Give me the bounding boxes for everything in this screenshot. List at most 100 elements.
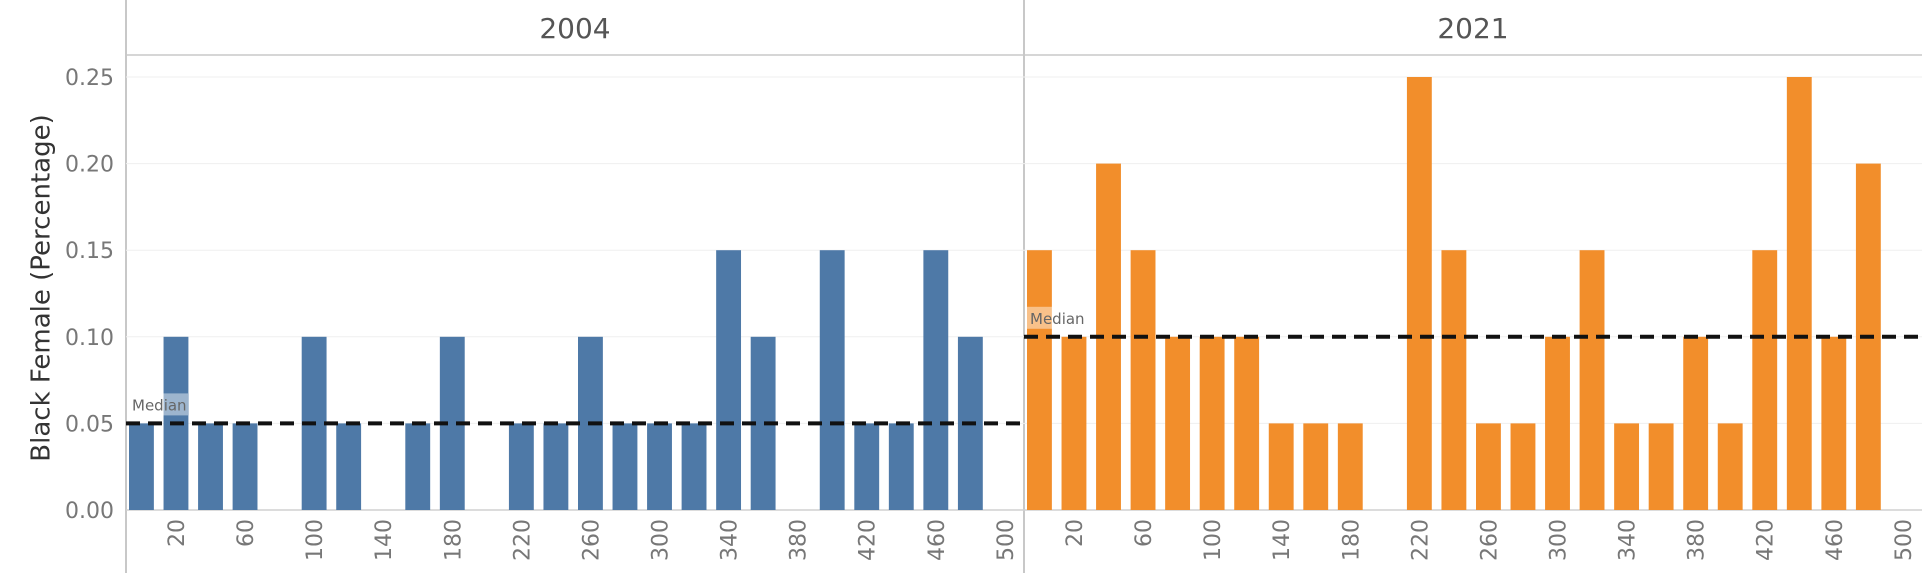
bar [1303, 423, 1329, 510]
bar [129, 423, 154, 510]
y-tick-label: 0.25 [65, 66, 114, 91]
bar [1683, 336, 1709, 510]
bar [1268, 423, 1294, 510]
bar [1476, 423, 1501, 510]
bar [1614, 423, 1640, 510]
bar [1510, 423, 1536, 510]
y-tick-label: 0.05 [65, 412, 114, 437]
bar [232, 423, 258, 510]
x-tick-label: 380 [787, 519, 812, 561]
x-tick-label: 260 [579, 519, 604, 561]
x-tick-group: 60 [234, 519, 259, 547]
x-tick-group: 340 [1616, 519, 1641, 561]
bar [647, 423, 672, 510]
x-tick-label: 220 [1408, 519, 1433, 561]
x-tick-group: 380 [787, 519, 812, 561]
bar [923, 250, 949, 510]
x-tick-group: 300 [649, 519, 674, 561]
x-tick-group: 460 [925, 519, 950, 561]
bar [336, 423, 362, 510]
x-tick-label: 260 [1477, 519, 1502, 561]
bar [854, 423, 880, 510]
x-tick-label: 300 [649, 519, 674, 561]
median-label-bg [1026, 306, 1086, 329]
x-tick-group: 20 [1063, 519, 1088, 547]
x-tick-label: 220 [510, 519, 535, 561]
x-tick-group: 500 [1892, 519, 1917, 561]
x-tick-label: 380 [1685, 519, 1710, 561]
x-tick-label: 180 [441, 519, 466, 561]
bar [1648, 423, 1674, 510]
x-tick-label: 340 [1616, 519, 1641, 561]
x-tick-group: 180 [1339, 519, 1364, 561]
x-tick-label: 20 [165, 519, 190, 547]
y-tick-label: 0.20 [65, 153, 114, 178]
bar [1061, 336, 1087, 510]
x-tick-label: 180 [1339, 519, 1364, 561]
panel-title: 2021 [1437, 12, 1508, 45]
x-tick-group: 420 [856, 519, 881, 561]
x-tick-label: 60 [234, 519, 259, 547]
x-tick-group: 100 [303, 519, 328, 561]
x-tick-label: 140 [1270, 519, 1295, 561]
x-tick-group: 140 [1270, 519, 1295, 561]
bar [1579, 250, 1605, 510]
bar [1786, 77, 1812, 510]
x-tick-group: 260 [1477, 519, 1502, 561]
bar [888, 423, 914, 510]
x-tick-group: 220 [510, 519, 535, 561]
x-tick-group: 100 [1201, 519, 1226, 561]
x-tick-label: 20 [1063, 519, 1088, 547]
bar [508, 423, 534, 510]
y-tick-label: 0.00 [65, 499, 114, 524]
bar [1199, 336, 1225, 510]
bar [1545, 336, 1570, 510]
bar [405, 423, 431, 510]
bar [1717, 423, 1743, 510]
y-axis-title: Black Female (Percentage) [27, 114, 57, 461]
x-tick-label: 460 [1823, 519, 1848, 561]
x-tick-group: 460 [1823, 519, 1848, 561]
median-label: Median [132, 396, 187, 414]
bar [1821, 336, 1847, 510]
x-tick-group: 340 [718, 519, 743, 561]
x-tick-group: 180 [441, 519, 466, 561]
x-tick-group: 60 [1132, 519, 1157, 547]
x-tick-label: 460 [925, 519, 950, 561]
median-label: Median [1030, 310, 1085, 328]
x-tick-group: 220 [1408, 519, 1433, 561]
x-tick-label: 500 [994, 519, 1019, 561]
bar [819, 250, 845, 510]
x-tick-label: 420 [856, 519, 881, 561]
x-tick-label: 500 [1892, 519, 1917, 561]
bar [1441, 250, 1467, 510]
x-tick-label: 100 [1201, 519, 1226, 561]
bar [1337, 423, 1363, 510]
y-tick-label: 0.15 [65, 239, 114, 264]
y-tick-label: 0.10 [65, 326, 114, 351]
y-axis-title-group: Black Female (Percentage) [27, 114, 57, 461]
x-tick-group: 380 [1685, 519, 1710, 561]
bar [1406, 77, 1432, 510]
x-tick-group: 500 [994, 519, 1019, 561]
median-label-bg [128, 393, 188, 416]
bar [543, 423, 569, 510]
x-tick-label: 140 [372, 519, 397, 561]
x-tick-label: 300 [1547, 519, 1572, 561]
panel-title: 2004 [539, 12, 610, 45]
x-tick-group: 140 [372, 519, 397, 561]
x-tick-label: 60 [1132, 519, 1157, 547]
x-tick-label: 100 [303, 519, 328, 561]
bar [612, 423, 638, 510]
bar [1234, 336, 1260, 510]
bar [716, 250, 742, 510]
bar [681, 423, 707, 510]
bar [1027, 250, 1052, 510]
x-tick-group: 260 [579, 519, 604, 561]
bar [1752, 250, 1778, 510]
bar [1130, 250, 1156, 510]
bar [1165, 336, 1191, 510]
x-tick-label: 420 [1754, 519, 1779, 561]
bar [198, 423, 223, 510]
